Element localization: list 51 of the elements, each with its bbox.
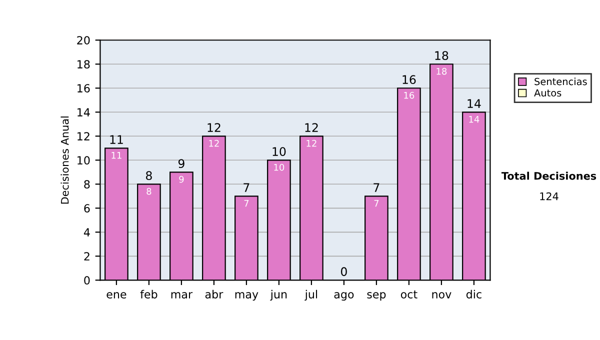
total-label: 7 bbox=[374, 183, 380, 192]
x-tick-label: dic bbox=[466, 290, 482, 298]
x-tick-label: ene bbox=[106, 292, 126, 298]
y-axis-title: Decisiones Anual bbox=[60, 116, 69, 204]
y-tick-label: 2 bbox=[84, 252, 90, 260]
data-label: 10 bbox=[274, 164, 284, 171]
total-label: 14 bbox=[468, 99, 481, 108]
total-label: 18 bbox=[435, 51, 448, 60]
x-tick-label: oct bbox=[400, 290, 418, 298]
y-tick-label: 18 bbox=[78, 60, 90, 69]
data-label: 18 bbox=[436, 68, 447, 75]
data-label: 7 bbox=[374, 200, 379, 207]
total-label: 12 bbox=[305, 123, 318, 132]
x-tick-label: mar bbox=[171, 292, 193, 298]
data-label: 12 bbox=[306, 140, 316, 147]
x-tick-label: sep bbox=[367, 292, 386, 301]
x-tick-label: feb bbox=[140, 290, 158, 298]
text: Total Decisiones bbox=[501, 172, 596, 180]
x-tick-label: abr bbox=[205, 290, 224, 298]
data-label: 16 bbox=[404, 92, 414, 99]
x-tick-label: jun bbox=[270, 290, 287, 301]
total-label: 12 bbox=[208, 123, 220, 132]
y-tick-label: 16 bbox=[78, 84, 90, 93]
data-label: 7 bbox=[244, 200, 249, 207]
data-label: 12 bbox=[209, 140, 219, 147]
data-label: 9 bbox=[179, 176, 184, 183]
x-tick-label: nov bbox=[432, 292, 452, 298]
y-tick-label: 8 bbox=[84, 180, 90, 189]
total-label: 11 bbox=[110, 135, 123, 144]
x-tick-label: may bbox=[235, 292, 258, 301]
y-tick-label: 14 bbox=[78, 108, 90, 116]
data-label: 14 bbox=[469, 116, 480, 123]
legend-label: Sentencias bbox=[534, 78, 587, 86]
legend-label: Autos bbox=[534, 89, 562, 97]
x-tick-label: jul bbox=[304, 290, 318, 301]
total-label: 9 bbox=[178, 159, 184, 168]
y-tick-label: 12 bbox=[78, 132, 90, 140]
data-label: 8 bbox=[146, 188, 152, 195]
y-tick-label: 20 bbox=[77, 36, 90, 44]
y-tick-label: 10 bbox=[78, 156, 90, 165]
text: 124 bbox=[540, 192, 558, 200]
total-label: 8 bbox=[146, 171, 152, 180]
y-tick-label: 4 bbox=[84, 228, 90, 236]
total-label: 7 bbox=[244, 183, 250, 192]
x-tick-label: ago bbox=[334, 292, 354, 301]
total-label: 16 bbox=[402, 75, 416, 84]
data-label: 11 bbox=[112, 152, 122, 159]
total-label: 10 bbox=[272, 147, 286, 156]
total-label: 0 bbox=[340, 267, 347, 276]
y-tick-label: 0 bbox=[84, 276, 90, 285]
y-tick-label: 6 bbox=[84, 204, 90, 213]
